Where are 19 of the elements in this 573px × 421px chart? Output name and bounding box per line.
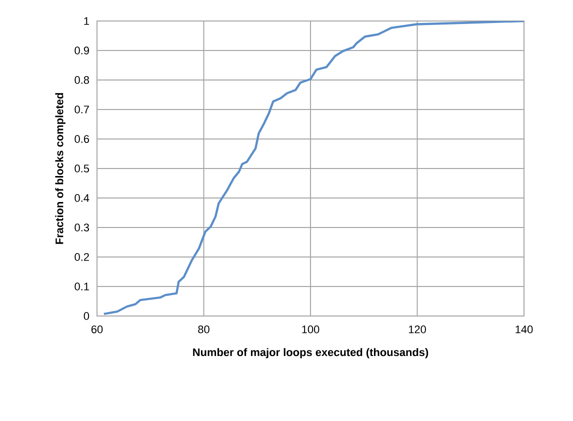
x-tick-label: 100 xyxy=(302,326,320,334)
y-tick-label: 1 xyxy=(84,17,89,25)
y-axis-title: Fraction of blocks completed xyxy=(55,93,66,244)
x-tick-label: 140 xyxy=(516,326,533,334)
x-tick-label: 120 xyxy=(408,326,426,334)
y-tick-label: 0.5 xyxy=(74,164,90,172)
x-axis-title: Number of major loops executed (thousands) xyxy=(193,348,428,358)
x-tick-label: 80 xyxy=(198,326,210,334)
y-tick-label: 0.7 xyxy=(74,106,89,114)
line-series xyxy=(102,20,524,316)
x-tick-label: 60 xyxy=(91,326,103,334)
y-tick-label: 0.2 xyxy=(74,253,89,261)
y-tick-label: 0.9 xyxy=(74,46,89,54)
y-tick-label: 0.4 xyxy=(74,194,90,202)
y-tick-label: 0.1 xyxy=(74,282,89,290)
y-tick-label: 0.8 xyxy=(74,76,90,84)
y-tick-label: 0 xyxy=(84,312,90,320)
y-tick-label: 0.6 xyxy=(74,135,90,143)
y-tick-label: 0.3 xyxy=(74,224,90,232)
